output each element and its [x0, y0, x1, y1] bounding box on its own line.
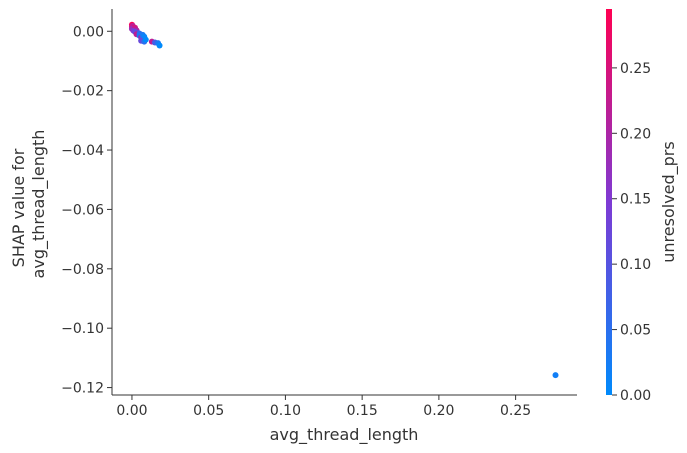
x-tick-label: 0.00: [116, 403, 147, 419]
x-tick-label: 0.25: [500, 403, 531, 419]
x-tick-label: 0.15: [347, 403, 378, 419]
colorbar-tick-label: 0.00: [620, 388, 651, 404]
y-tick-label: −0.10: [61, 321, 104, 337]
colorbar-tick-label: 0.25: [620, 61, 651, 77]
y-axis-label: SHAP value for avg_thread_length: [9, 130, 49, 279]
y-tick-label: −0.08: [61, 262, 104, 278]
y-tick-label: 0.00: [73, 24, 104, 40]
x-axis-label: avg_thread_length: [270, 425, 419, 445]
x-ticks: 0.00 0.05 0.10 0.15 0.20 0.25: [116, 395, 531, 419]
x-tick-label: 0.05: [193, 403, 224, 419]
colorbar-tick-label: 0.10: [620, 257, 651, 273]
colorbar-tick-label: 0.15: [620, 192, 651, 208]
colorbar-gradient: [606, 9, 612, 395]
colorbar-ticks: 0.00 0.05 0.10 0.15 0.20 0.25: [612, 61, 651, 404]
scatter-point: [156, 42, 163, 49]
x-tick-label: 0.20: [423, 403, 454, 419]
y-axis-label-line-2: avg_thread_length: [29, 130, 49, 279]
colorbar-label: unresolved_prs: [659, 141, 679, 262]
colorbar: 0.00 0.05 0.10 0.15 0.20 0.25 unresolved_prs: [606, 9, 679, 404]
scatter-point: [552, 372, 559, 379]
y-tick-label: −0.06: [61, 202, 104, 218]
scatter-point: [142, 36, 149, 43]
y-axis-label-line-1: SHAP value for: [9, 148, 28, 267]
y-tick-label: −0.02: [61, 84, 104, 100]
y-tick-label: −0.12: [61, 381, 104, 397]
plot-area: 0.00 0.05 0.10 0.15 0.20 0.25 0.00 −0.02 −0.04 −…: [61, 9, 577, 419]
y-ticks: 0.00 −0.02 −0.04 −0.06 −0.08 −0.10 −0.12: [61, 24, 112, 397]
x-tick-label: 0.10: [270, 403, 301, 419]
colorbar-tick-label: 0.05: [620, 323, 651, 339]
colorbar-tick-label: 0.20: [620, 126, 651, 142]
scatter-points: [128, 21, 559, 379]
y-tick-label: −0.04: [61, 143, 104, 159]
